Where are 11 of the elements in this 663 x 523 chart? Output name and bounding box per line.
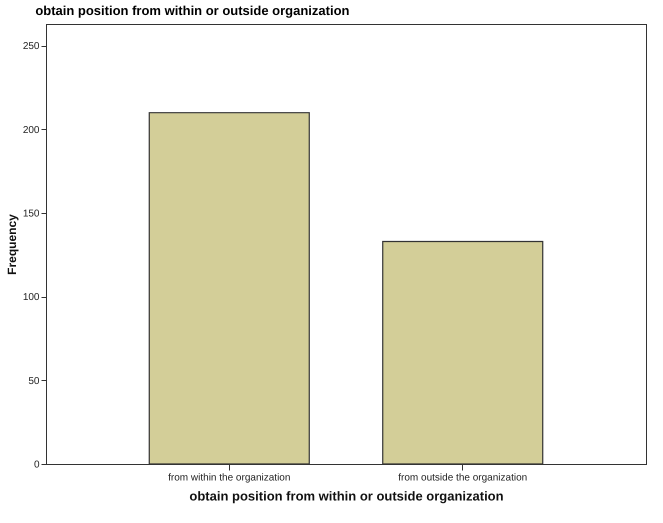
y-tick-label: 100 <box>22 292 40 304</box>
y-tick-label: 50 <box>28 376 40 387</box>
y-tick-label: 250 <box>22 41 40 52</box>
x-tick-label: from within the organization <box>168 472 290 484</box>
y-tick-label: 0 <box>34 460 40 470</box>
y-axis-title: Frequency <box>4 214 19 275</box>
y-tick-label: 200 <box>22 124 40 136</box>
y-tick-label: 150 <box>22 208 40 220</box>
chart-title: obtain position from within or outside organization <box>35 3 350 18</box>
x-tick-label: from outside the organization <box>398 472 528 484</box>
x-axis-title: obtain position from within or outside organization <box>189 488 504 504</box>
